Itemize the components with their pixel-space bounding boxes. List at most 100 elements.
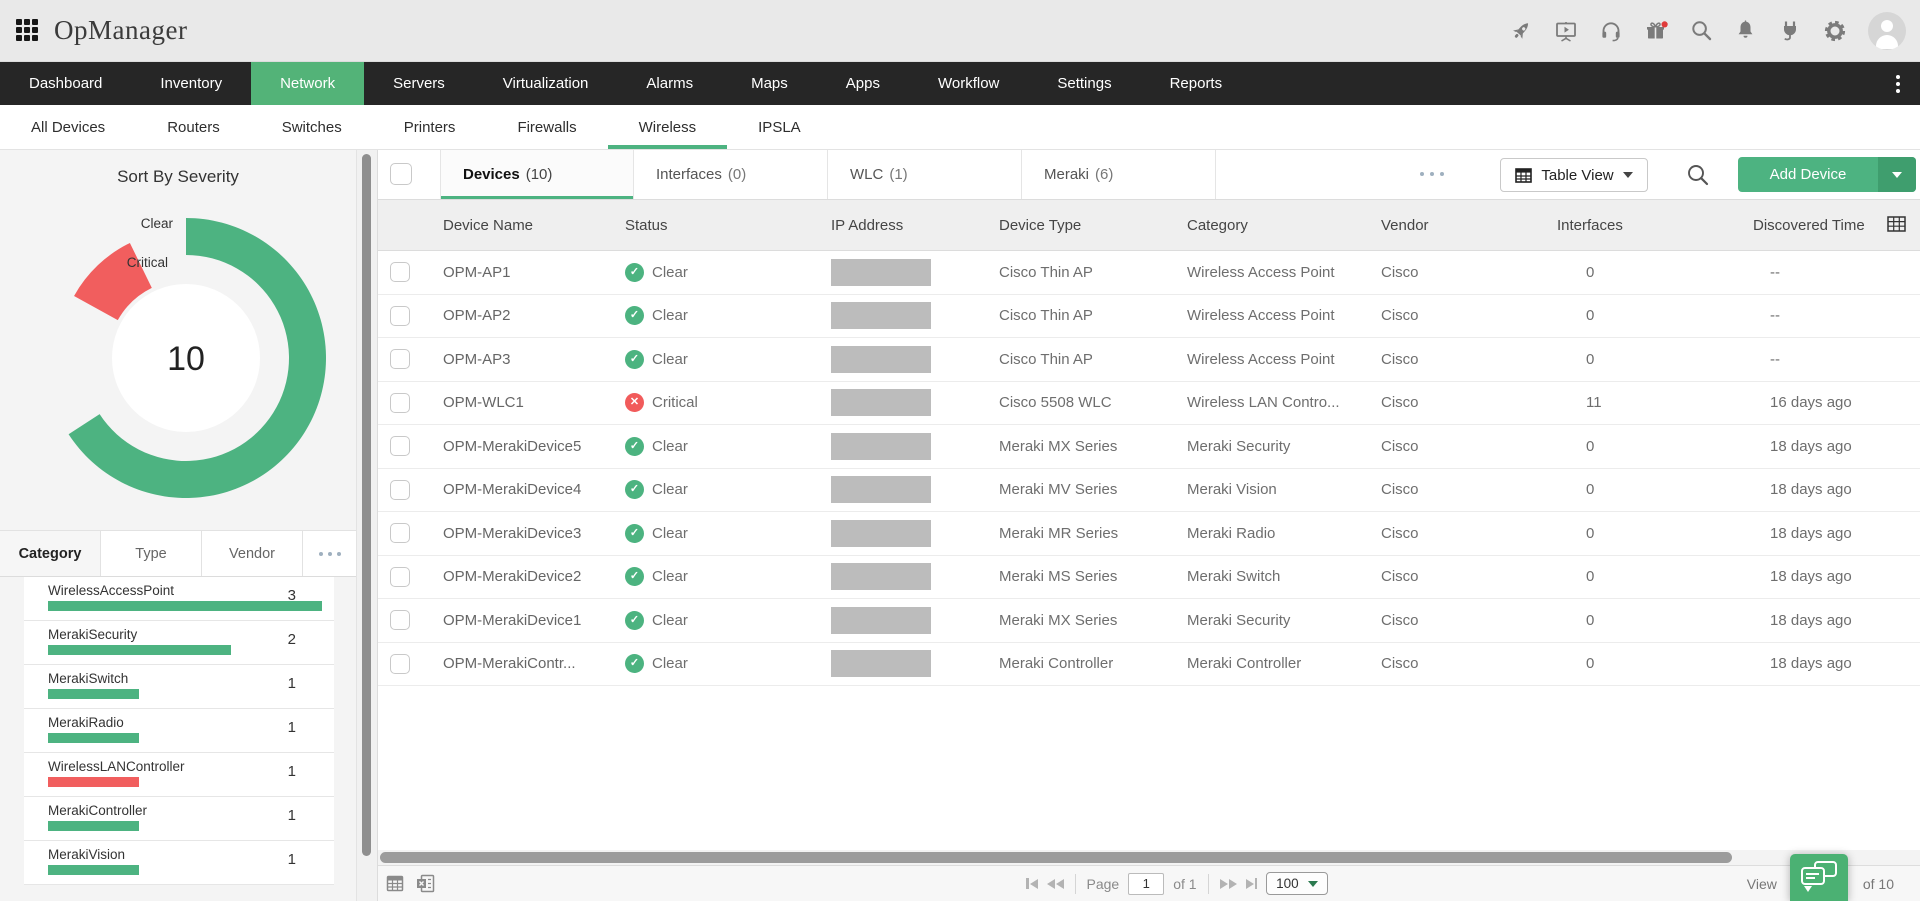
category-item-wirelesslancontroller[interactable]: WirelessLANController1 [24, 753, 334, 797]
export-table-icon[interactable] [386, 874, 405, 893]
live-chat-button[interactable] [1790, 854, 1848, 901]
table-row-opm-ap2[interactable]: OPM-AP2✓ClearCisco Thin APWireless Acces… [378, 295, 1920, 339]
row-checkbox[interactable] [390, 262, 410, 282]
nav-item-servers[interactable]: Servers [364, 62, 474, 105]
col-ip-address[interactable]: IP Address [824, 217, 992, 234]
row-checkbox[interactable] [390, 567, 410, 587]
col-interfaces[interactable]: Interfaces [1550, 217, 1746, 234]
table-row-opm-merakidevice2[interactable]: OPM-MerakiDevice2✓ClearMeraki MS SeriesM… [378, 556, 1920, 600]
apps-grid-icon[interactable] [16, 19, 39, 42]
table-row-opm-merakidevice5[interactable]: OPM-MerakiDevice5✓ClearMeraki MX SeriesM… [378, 425, 1920, 469]
row-checkbox[interactable] [390, 654, 410, 674]
category-item-merakicontroller[interactable]: MerakiController1 [24, 797, 334, 841]
table-row-opm-merakicontr[interactable]: OPM-MerakiContr...✓ClearMeraki Controlle… [378, 643, 1920, 687]
category-item-merakivision[interactable]: MerakiVision1 [24, 841, 334, 885]
sidebar-scrollbar-thumb[interactable] [362, 154, 371, 856]
add-device-caret[interactable] [1878, 157, 1916, 192]
col-status[interactable]: Status [618, 217, 824, 234]
tab-meraki[interactable]: Meraki(6) [1022, 150, 1216, 199]
device-name[interactable]: OPM-AP3 [436, 351, 618, 368]
page-number-input[interactable] [1128, 873, 1164, 895]
global-search-icon[interactable] [1690, 19, 1713, 42]
kebab-menu-icon[interactable] [1892, 71, 1904, 97]
device-name[interactable]: OPM-WLC1 [436, 394, 618, 411]
device-name[interactable]: OPM-AP2 [436, 307, 618, 324]
subnav-item-ipsla[interactable]: IPSLA [727, 105, 832, 149]
nav-item-dashboard[interactable]: Dashboard [0, 62, 131, 105]
addons-plug-icon[interactable] [1778, 19, 1802, 43]
col-device-name[interactable]: Device Name [436, 217, 618, 234]
table-row-opm-merakidevice4[interactable]: OPM-MerakiDevice4✓ClearMeraki MV SeriesM… [378, 469, 1920, 513]
prev-page-button[interactable] [1047, 879, 1064, 889]
row-checkbox[interactable] [390, 610, 410, 630]
row-checkbox[interactable] [390, 480, 410, 500]
sidebar-tab-vendor[interactable]: Vendor [202, 531, 303, 576]
column-chooser-icon[interactable] [1887, 216, 1906, 232]
device-name[interactable]: OPM-MerakiDevice4 [436, 481, 618, 498]
row-checkbox[interactable] [390, 393, 410, 413]
user-avatar[interactable] [1868, 12, 1906, 50]
add-device-button[interactable]: Add Device [1738, 157, 1916, 192]
category-item-merakiswitch[interactable]: MerakiSwitch1 [24, 665, 334, 709]
nav-item-settings[interactable]: Settings [1028, 62, 1140, 105]
device-name[interactable]: OPM-MerakiDevice2 [436, 568, 618, 585]
nav-item-reports[interactable]: Reports [1141, 62, 1252, 105]
subnav-item-wireless[interactable]: Wireless [608, 105, 728, 149]
subnav-item-printers[interactable]: Printers [373, 105, 487, 149]
page-size-select[interactable]: 100 [1266, 872, 1328, 895]
device-category: Wireless Access Point [1180, 307, 1374, 324]
gift-icon[interactable] [1644, 19, 1669, 43]
table-row-opm-merakidevice1[interactable]: OPM-MerakiDevice1✓ClearMeraki MX SeriesM… [378, 599, 1920, 643]
subnav-item-routers[interactable]: Routers [136, 105, 251, 149]
device-name[interactable]: OPM-MerakiContr... [436, 655, 618, 672]
sidebar-tab-type[interactable]: Type [101, 531, 202, 576]
training-video-icon[interactable] [1554, 19, 1578, 43]
table-row-opm-wlc1[interactable]: OPM-WLC1✕CriticalCisco 5508 WLCWireless … [378, 382, 1920, 426]
tab-devices[interactable]: Devices(10) [440, 150, 634, 199]
category-item-merakiradio[interactable]: MerakiRadio1 [24, 709, 334, 753]
table-view-button[interactable]: Table View [1500, 158, 1648, 192]
sidebar-tab-category[interactable]: Category [0, 531, 101, 576]
category-item-merakisecurity[interactable]: MerakiSecurity2 [24, 621, 334, 665]
device-name[interactable]: OPM-MerakiDevice1 [436, 612, 618, 629]
nav-item-network[interactable]: Network [251, 62, 364, 105]
device-name[interactable]: OPM-MerakiDevice3 [436, 525, 618, 542]
category-item-wirelessaccesspoint[interactable]: WirelessAccessPoint3 [24, 577, 334, 621]
select-all-checkbox[interactable] [390, 163, 412, 185]
subnav-item-firewalls[interactable]: Firewalls [486, 105, 607, 149]
support-headset-icon[interactable] [1599, 19, 1623, 43]
horizontal-scrollbar-thumb[interactable] [380, 852, 1732, 863]
nav-item-workflow[interactable]: Workflow [909, 62, 1028, 105]
col-device-type[interactable]: Device Type [992, 217, 1180, 234]
table-row-opm-ap3[interactable]: OPM-AP3✓ClearCisco Thin APWireless Acces… [378, 338, 1920, 382]
row-checkbox[interactable] [390, 306, 410, 326]
device-name[interactable]: OPM-AP1 [436, 264, 618, 281]
table-search-icon[interactable] [1686, 163, 1710, 187]
next-page-button[interactable] [1220, 879, 1237, 889]
nav-item-inventory[interactable]: Inventory [131, 62, 251, 105]
col-category[interactable]: Category [1180, 217, 1374, 234]
nav-item-alarms[interactable]: Alarms [617, 62, 722, 105]
table-row-opm-ap1[interactable]: OPM-AP1✓ClearCisco Thin APWireless Acces… [378, 251, 1920, 295]
tabs-more-icon[interactable] [1420, 172, 1444, 176]
device-name[interactable]: OPM-MerakiDevice5 [436, 438, 618, 455]
settings-gear-icon[interactable] [1823, 19, 1847, 43]
export-excel-icon[interactable] [415, 874, 436, 893]
sidebar-tabs-more-icon[interactable] [303, 531, 356, 576]
row-checkbox[interactable] [390, 349, 410, 369]
notification-bell-icon[interactable] [1734, 19, 1757, 42]
row-checkbox[interactable] [390, 523, 410, 543]
subnav-item-switches[interactable]: Switches [251, 105, 373, 149]
last-page-button[interactable] [1246, 878, 1258, 889]
col-vendor[interactable]: Vendor [1374, 217, 1550, 234]
row-checkbox[interactable] [390, 436, 410, 456]
rocket-icon[interactable] [1509, 19, 1533, 43]
first-page-button[interactable] [1026, 878, 1038, 889]
tab-interfaces[interactable]: Interfaces(0) [634, 150, 828, 199]
subnav-item-all-devices[interactable]: All Devices [0, 105, 136, 149]
nav-item-virtualization[interactable]: Virtualization [474, 62, 618, 105]
nav-item-apps[interactable]: Apps [817, 62, 909, 105]
table-row-opm-merakidevice3[interactable]: OPM-MerakiDevice3✓ClearMeraki MR SeriesM… [378, 512, 1920, 556]
tab-wlc[interactable]: WLC(1) [828, 150, 1022, 199]
nav-item-maps[interactable]: Maps [722, 62, 817, 105]
